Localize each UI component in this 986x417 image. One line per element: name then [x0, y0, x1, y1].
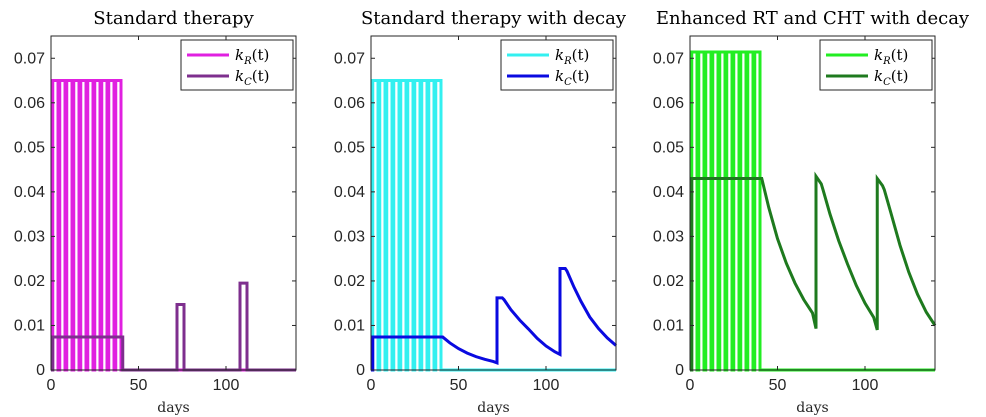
chart-title: Standard therapy with decay	[361, 8, 627, 29]
y-tick-label: 0.04	[653, 184, 684, 201]
x-tick-label: 0	[686, 377, 695, 394]
legend-box	[819, 39, 933, 91]
y-tick-label: 0.07	[653, 50, 684, 67]
legend-box	[180, 39, 294, 91]
axes-frame	[370, 35, 617, 371]
y-tick-label: 0.02	[653, 273, 684, 290]
y-tick-label: 0.02	[334, 273, 365, 290]
legend-entry: kC(t)	[555, 67, 589, 88]
y-tick-label: 0	[356, 362, 365, 379]
legend: kR(t)kC(t)	[180, 39, 294, 91]
x-tick-label: 50	[769, 377, 787, 394]
x-tick-label: 50	[130, 377, 148, 394]
chart-panel-3: Enhanced RT and CHT with decay 0 0.01 0.02 0…	[653, 8, 970, 416]
series-line-c	[371, 266, 617, 372]
legend-entry: kR(t)	[235, 46, 269, 67]
legend-entry: kR(t)	[555, 46, 589, 67]
x-tick-label: 50	[450, 377, 468, 394]
x-axis-label: days	[477, 400, 509, 416]
x-tick-label: 100	[213, 377, 240, 394]
x-tick-label: 100	[852, 377, 879, 394]
legend-entry: kR(t)	[874, 46, 908, 67]
legend-entry: kC(t)	[235, 67, 269, 88]
y-tick-label: 0.01	[653, 317, 684, 334]
x-axis-label: days	[796, 400, 828, 416]
x-axis-label: days	[157, 400, 189, 416]
series-line-c	[690, 171, 937, 372]
chart-panel-2: Standard therapy with decay 0 0.01 0.02 0.03…	[334, 8, 627, 416]
y-tick-label: 0.03	[653, 228, 684, 245]
y-tick-label: 0.05	[653, 139, 684, 156]
y-tick-label: 0.06	[334, 95, 365, 112]
y-tick-label: 0.06	[14, 95, 45, 112]
y-tick-label: 0.01	[14, 317, 45, 334]
legend-entry: kC(t)	[874, 67, 908, 88]
y-tick-label: 0.07	[334, 50, 365, 67]
y-tick-label: 0.04	[334, 184, 365, 201]
axes-frame	[50, 35, 297, 371]
y-tick-label: 0.05	[14, 139, 45, 156]
series-line-c	[51, 281, 296, 372]
x-tick-label: 0	[47, 377, 56, 394]
y-tick-label: 0.07	[14, 50, 45, 67]
x-tick-label: 100	[533, 377, 560, 394]
y-tick-label: 0.06	[653, 95, 684, 112]
legend: kR(t)kC(t)	[819, 39, 933, 91]
y-tick-label: 0.04	[14, 184, 45, 201]
chart-panel-1: Standard therapy 0 0.01 0.02 0.03 0.04 0.05 0.0…	[14, 8, 297, 416]
chart-title: Standard therapy	[93, 8, 254, 29]
y-tick-label: 0	[675, 362, 684, 379]
y-tick-label: 0	[36, 362, 45, 379]
y-tick-label: 0.03	[334, 228, 365, 245]
x-tick-label: 0	[367, 377, 376, 394]
legend-box	[500, 39, 614, 91]
y-tick-label: 0.05	[334, 139, 365, 156]
chart-title: Enhanced RT and CHT with decay	[656, 8, 970, 29]
y-tick-label: 0.02	[14, 273, 45, 290]
legend: kR(t)kC(t)	[500, 39, 614, 91]
axes-frame	[689, 35, 936, 371]
y-tick-label: 0.03	[14, 228, 45, 245]
y-tick-label: 0.01	[334, 317, 365, 334]
